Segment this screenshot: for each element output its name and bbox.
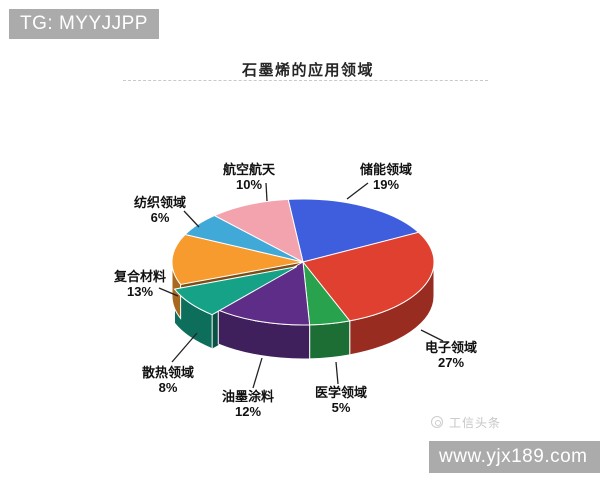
slice-percent: 19% [372,176,400,192]
slice-label-航空航天: 航空航天 10% [204,162,294,192]
slice-label-散热领域: 散热领域 8% [123,365,213,395]
slice-percent: 5% [331,399,351,415]
slice-percent: 10% [235,176,263,192]
slice-name: 散热领域 [141,365,194,380]
brand-logo-text: 工信头条 [449,415,502,430]
brand-circle-icon [431,416,443,428]
slice-label-纺织领域: 纺织领域 6% [115,195,205,225]
slice-percent: 6% [150,209,170,225]
slice-name: 航空航天 [222,162,275,177]
slice-name: 复合材料 [113,269,166,284]
chart-title: 石墨烯的应用领域 [241,62,374,79]
slice-label-油墨涂料: 油墨涂料 12% [203,389,293,419]
slice-name: 纺织领域 [133,195,186,210]
slice-percent: 12% [234,403,262,419]
slice-name: 储能领域 [359,162,412,177]
slice-percent: 13% [126,283,154,299]
slice-name: 医学领域 [314,385,367,400]
slice-percent: 27% [437,354,465,370]
slice-label-医学领域: 医学领域 5% [296,385,386,415]
slice-name: 电子领域 [424,340,477,355]
slice-label-储能领域: 储能领域 19% [341,162,431,192]
watermark-url: www.yjx189.com [429,441,600,473]
slice-label-电子领域: 电子领域 27% [406,340,496,370]
slice-label-复合材料: 复合材料 13% [95,269,185,299]
slice-name: 油墨涂料 [221,389,274,404]
promo-banner: TG: MYYJJPP [9,9,159,39]
brand-logo: 工信头条 [431,414,501,430]
slice-percent: 8% [158,379,178,395]
title-separator [123,80,488,81]
